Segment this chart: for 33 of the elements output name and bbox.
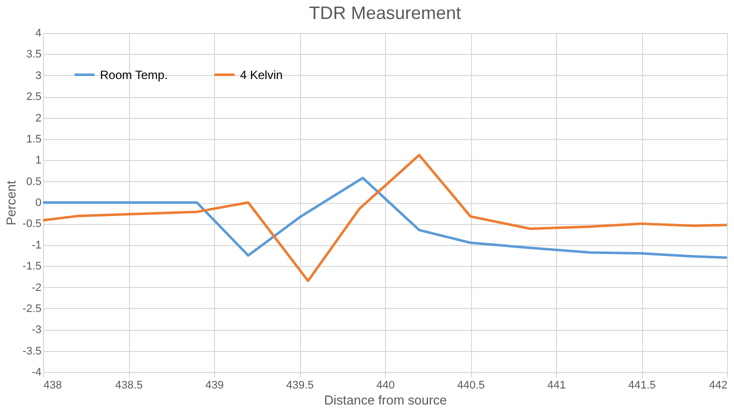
y-tick-label: -1.5: [22, 260, 42, 273]
y-tick-label: 1: [35, 154, 42, 167]
y-tick-label: 1.5: [26, 133, 42, 146]
x-tick-label: 442: [709, 380, 728, 392]
x-tick-label: 438.5: [115, 380, 143, 392]
line-series: [42, 176, 728, 259]
y-tick-label: -0.5: [22, 218, 42, 230]
x-tick-label: 440: [376, 380, 395, 392]
x-tick-label: 441: [547, 380, 566, 392]
y-tick-label: 4: [35, 28, 42, 40]
y-tick-label: -3.5: [22, 345, 42, 358]
x-tick-label: 441.5: [628, 380, 656, 392]
y-tick-label: 0.5: [26, 176, 42, 188]
y-tick-label: 3: [35, 70, 42, 82]
x-tick-label: 440.5: [457, 380, 485, 392]
y-tick-label: -4: [32, 366, 42, 378]
line-series: [42, 154, 728, 282]
y-tick-label: 3.5: [26, 48, 42, 61]
x-tick-label: 439.5: [286, 380, 314, 392]
x-axis-title: Distance from source: [324, 392, 447, 408]
y-tick-label: 0: [35, 197, 42, 209]
legend-label: 4 Kelvin: [240, 68, 283, 82]
y-tick-label: -1: [32, 239, 42, 252]
legend-label: Room Temp.: [100, 68, 168, 82]
y-tick-label: -2: [32, 282, 42, 294]
y-tick-label: 2: [35, 112, 42, 124]
x-tick-label: 439: [205, 380, 224, 392]
y-tick-label: -2.5: [22, 302, 42, 315]
y-tick-label: 2.5: [26, 91, 42, 104]
chart-title: TDR Measurement: [308, 3, 462, 23]
y-axis-title: Percent: [4, 180, 19, 226]
x-tick-label: 438: [44, 380, 62, 392]
y-tick-label: -3: [32, 324, 42, 336]
